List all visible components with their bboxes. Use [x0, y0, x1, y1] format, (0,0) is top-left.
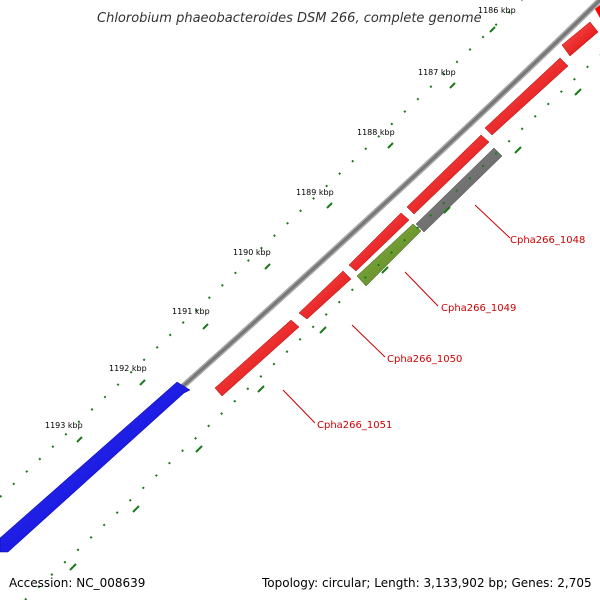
inner-tick-track	[24, 54, 600, 600]
forward-genes[interactable]	[214, 5, 600, 397]
kbp-tick	[489, 26, 496, 33]
outer-tick-track	[0, 0, 523, 498]
kbp-tick	[139, 379, 146, 386]
gene-segment[interactable]	[561, 21, 599, 57]
kbp-label: 1193 kbp	[45, 421, 83, 430]
map-title: Chlorobium phaeobacteroides DSM 266, com…	[97, 11, 482, 26]
gene-label-cpha266-1050[interactable]: Cpha266_1050	[387, 354, 462, 365]
kbp-tick	[202, 323, 209, 330]
gene-blue-feature[interactable]	[0, 381, 191, 553]
gene-segment[interactable]	[348, 212, 410, 272]
kbp-label: 1189 kbp	[296, 188, 334, 197]
gene-cpha266-1051[interactable]	[214, 319, 300, 397]
kbp-label: 1192 kbp	[109, 364, 147, 373]
genome-summary: Topology: circular; Length: 3,133,902 bp…	[261, 576, 592, 590]
kbp-tick	[264, 263, 271, 270]
accession-label: Accession: NC_008639	[9, 576, 145, 590]
gene-cpha266-1050[interactable]	[298, 270, 352, 320]
gene-label-cpha266-1049[interactable]: Cpha266_1049	[441, 303, 516, 314]
gene-annotations: Cpha266_1048 Cpha266_1049 Cpha266_1050 C…	[282, 204, 585, 431]
kbp-label: 1186 kbp	[478, 6, 516, 15]
kbp-tick	[76, 436, 83, 443]
gene-label-cpha266-1048[interactable]: Cpha266_1048	[510, 235, 585, 246]
gene-segment[interactable]	[406, 134, 490, 215]
gene-segment-edge[interactable]	[595, 5, 600, 18]
kbp-label: 1191 kbp	[172, 307, 210, 316]
kbp-scale: 1186 kbp 1187 kbp 1188 kbp 1189 kbp 1190…	[45, 6, 516, 443]
kbp-label: 1187 kbp	[418, 68, 456, 77]
kbp-tick	[449, 82, 456, 89]
kbp-tick	[387, 142, 394, 149]
kbp-label: 1188 kbp	[357, 128, 395, 137]
gene-cpha266-1048[interactable]	[415, 147, 503, 233]
gene-segment[interactable]	[484, 57, 569, 136]
gene-label-cpha266-1051[interactable]: Cpha266_1051	[317, 420, 392, 431]
kbp-label: 1190 kbp	[233, 248, 271, 257]
kbp-tick	[326, 202, 333, 209]
